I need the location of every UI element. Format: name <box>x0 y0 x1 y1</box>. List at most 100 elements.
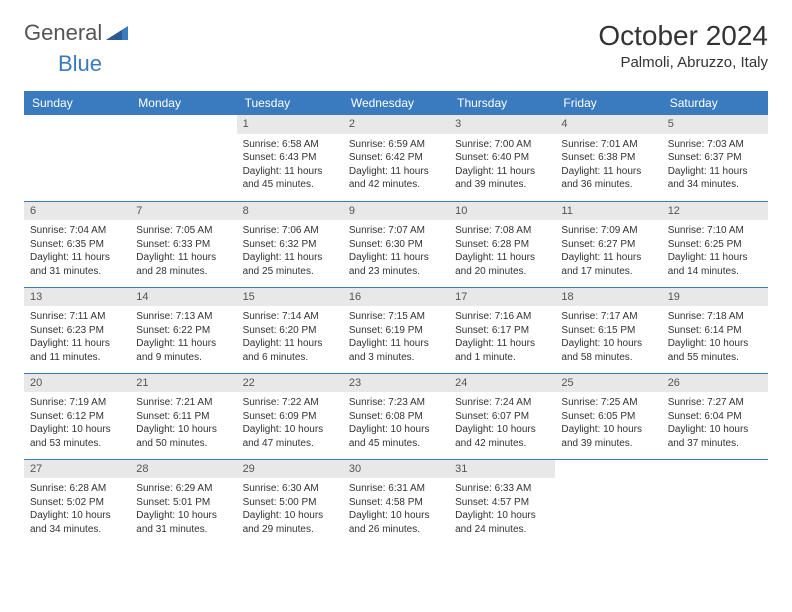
sunset-text: Sunset: 6:25 PM <box>668 238 762 252</box>
sunrise-text: Sunrise: 7:09 AM <box>561 224 655 238</box>
calendar-day-cell: 5Sunrise: 7:03 AMSunset: 6:37 PMDaylight… <box>662 115 768 201</box>
daylight-text: Daylight: 10 hours and 58 minutes. <box>561 337 655 364</box>
day-number: 13 <box>24 288 130 307</box>
sunrise-text: Sunrise: 7:21 AM <box>136 396 230 410</box>
calendar-day-cell: 22Sunrise: 7:22 AMSunset: 6:09 PMDayligh… <box>237 373 343 459</box>
calendar-day-cell: 21 Sunrise: 7:21 AMSunset: 6:11 PMDayligh… <box>130 373 236 459</box>
calendar-day-cell: 17Sunrise: 7:16 AMSunset: 6:17 PMDayligh… <box>449 287 555 373</box>
day-number: 31 <box>449 460 555 479</box>
sunrise-text: Sunrise: 7:14 AM <box>243 310 337 324</box>
calendar-week-row: 13Sunrise: 7:11 AMSunset: 6:23 PMDayligh… <box>24 287 768 373</box>
day-number: 20 <box>24 374 130 393</box>
sunrise-text: Sunrise: 7:00 AM <box>455 138 549 152</box>
day-number: 5 <box>662 115 768 134</box>
day-number: 7 <box>130 202 236 221</box>
calendar-day-cell: 23Sunrise: 7:23 AMSunset: 6:08 PMDayligh… <box>343 373 449 459</box>
sunset-text: Sunset: 6:40 PM <box>455 151 549 165</box>
daylight-text: Daylight: 11 hours and 17 minutes. <box>561 251 655 278</box>
day-number: 11 <box>555 202 661 221</box>
calendar-day-cell: 3Sunrise: 7:00 AMSunset: 6:40 PMDaylight… <box>449 115 555 201</box>
calendar-day-cell: 4Sunrise: 7:01 AMSunset: 6:38 PMDaylight… <box>555 115 661 201</box>
day-number: 8 <box>237 202 343 221</box>
sunset-text: Sunset: 6:42 PM <box>349 151 443 165</box>
month-title: October 2024 <box>598 20 768 52</box>
day-number: 19 <box>662 288 768 307</box>
calendar-day-cell: 16 Sunrise: 7:15 AMSunset: 6:19 PMDayligh… <box>343 287 449 373</box>
sunrise-text: Sunrise: 6:29 AM <box>136 482 230 496</box>
daylight-text: Daylight: 11 hours and 1 minute. <box>455 337 549 364</box>
sunset-text: Sunset: 5:01 PM <box>136 496 230 510</box>
sunset-text: Sunset: 5:02 PM <box>30 496 124 510</box>
calendar-day-cell <box>24 115 130 201</box>
daylight-text: Daylight: 10 hours and 31 minutes. <box>136 509 230 536</box>
daylight-text: Daylight: 11 hours and 42 minutes. <box>349 165 443 192</box>
sunset-text: Sunset: 6:12 PM <box>30 410 124 424</box>
sunrise-text: Sunrise: 6:33 AM <box>455 482 549 496</box>
day-number: 6 <box>24 202 130 221</box>
sunrise-text: Sunrise: 7:07 AM <box>349 224 443 238</box>
daylight-text: Daylight: 10 hours and 45 minutes. <box>349 423 443 450</box>
sunrise-text: Sunrise: 7:15 AM <box>349 310 443 324</box>
sunrise-text: Sunrise: 7:22 AM <box>243 396 337 410</box>
day-number: 24 <box>449 374 555 393</box>
daylight-text: Daylight: 11 hours and 28 minutes. <box>136 251 230 278</box>
sunset-text: Sunset: 6:11 PM <box>136 410 230 424</box>
sunrise-text: Sunrise: 7:23 AM <box>349 396 443 410</box>
title-block: October 2024 Palmoli, Abruzzo, Italy <box>598 20 768 71</box>
daylight-text: Daylight: 11 hours and 14 minutes. <box>668 251 762 278</box>
daylight-text: Daylight: 10 hours and 53 minutes. <box>30 423 124 450</box>
sunrise-text: Sunrise: 7:05 AM <box>136 224 230 238</box>
sunset-text: Sunset: 6:08 PM <box>349 410 443 424</box>
sunset-text: Sunset: 6:17 PM <box>455 324 549 338</box>
calendar-day-cell: 26Sunrise: 7:27 AMSunset: 6:04 PMDayligh… <box>662 373 768 459</box>
daylight-text: Daylight: 11 hours and 3 minutes. <box>349 337 443 364</box>
sunset-text: Sunset: 6:30 PM <box>349 238 443 252</box>
daylight-text: Daylight: 11 hours and 9 minutes. <box>136 337 230 364</box>
sunrise-text: Sunrise: 7:24 AM <box>455 396 549 410</box>
calendar-day-cell: 13Sunrise: 7:11 AMSunset: 6:23 PMDayligh… <box>24 287 130 373</box>
day-number: 12 <box>662 202 768 221</box>
calendar-day-cell <box>555 459 661 545</box>
daylight-text: Daylight: 11 hours and 36 minutes. <box>561 165 655 192</box>
calendar-day-cell: 15Sunrise: 7:14 AMSunset: 6:20 PMDayligh… <box>237 287 343 373</box>
logo-text-general: General <box>24 20 102 46</box>
calendar-day-cell: 8Sunrise: 7:06 AMSunset: 6:32 PMDaylight… <box>237 201 343 287</box>
daylight-text: Daylight: 11 hours and 39 minutes. <box>455 165 549 192</box>
sunset-text: Sunset: 6:19 PM <box>349 324 443 338</box>
calendar-day-cell: 11 Sunrise: 7:09 AMSunset: 6:27 PMDayligh… <box>555 201 661 287</box>
sunset-text: Sunset: 6:35 PM <box>30 238 124 252</box>
day-number: 10 <box>449 202 555 221</box>
calendar-day-cell: 9Sunrise: 7:07 AMSunset: 6:30 PMDaylight… <box>343 201 449 287</box>
day-number: 14 <box>130 288 236 307</box>
sunset-text: Sunset: 4:58 PM <box>349 496 443 510</box>
logo: General <box>24 20 130 46</box>
sunrise-text: Sunrise: 6:28 AM <box>30 482 124 496</box>
sunrise-text: Sunrise: 6:30 AM <box>243 482 337 496</box>
daylight-text: Daylight: 11 hours and 20 minutes. <box>455 251 549 278</box>
sunrise-text: Sunrise: 7:01 AM <box>561 138 655 152</box>
day-number: 18 <box>555 288 661 307</box>
logo-text-blue: Blue <box>58 51 102 77</box>
day-number: 29 <box>237 460 343 479</box>
calendar-week-row: 6Sunrise: 7:04 AMSunset: 6:35 PMDaylight… <box>24 201 768 287</box>
weekday-header: Saturday <box>662 91 768 115</box>
sunrise-text: Sunrise: 6:59 AM <box>349 138 443 152</box>
sunrise-text: Sunrise: 6:58 AM <box>243 138 337 152</box>
calendar-day-cell: 18Sunrise: 7:17 AMSunset: 6:15 PMDayligh… <box>555 287 661 373</box>
calendar-day-cell: 31Sunrise: 6:33 AMSunset: 4:57 PMDayligh… <box>449 459 555 545</box>
sunset-text: Sunset: 6:20 PM <box>243 324 337 338</box>
daylight-text: Daylight: 10 hours and 50 minutes. <box>136 423 230 450</box>
daylight-text: Daylight: 10 hours and 26 minutes. <box>349 509 443 536</box>
day-number: 16 <box>343 288 449 307</box>
daylight-text: Daylight: 10 hours and 47 minutes. <box>243 423 337 450</box>
calendar-table: SundayMondayTuesdayWednesdayThursdayFrid… <box>24 91 768 545</box>
daylight-text: Daylight: 10 hours and 39 minutes. <box>561 423 655 450</box>
sunset-text: Sunset: 6:27 PM <box>561 238 655 252</box>
day-number: 21 <box>130 374 236 393</box>
sunset-text: Sunset: 6:22 PM <box>136 324 230 338</box>
calendar-day-cell: 1Sunrise: 6:58 AMSunset: 6:43 PMDaylight… <box>237 115 343 201</box>
day-number: 28 <box>130 460 236 479</box>
day-number: 22 <box>237 374 343 393</box>
sunset-text: Sunset: 6:04 PM <box>668 410 762 424</box>
calendar-day-cell <box>662 459 768 545</box>
